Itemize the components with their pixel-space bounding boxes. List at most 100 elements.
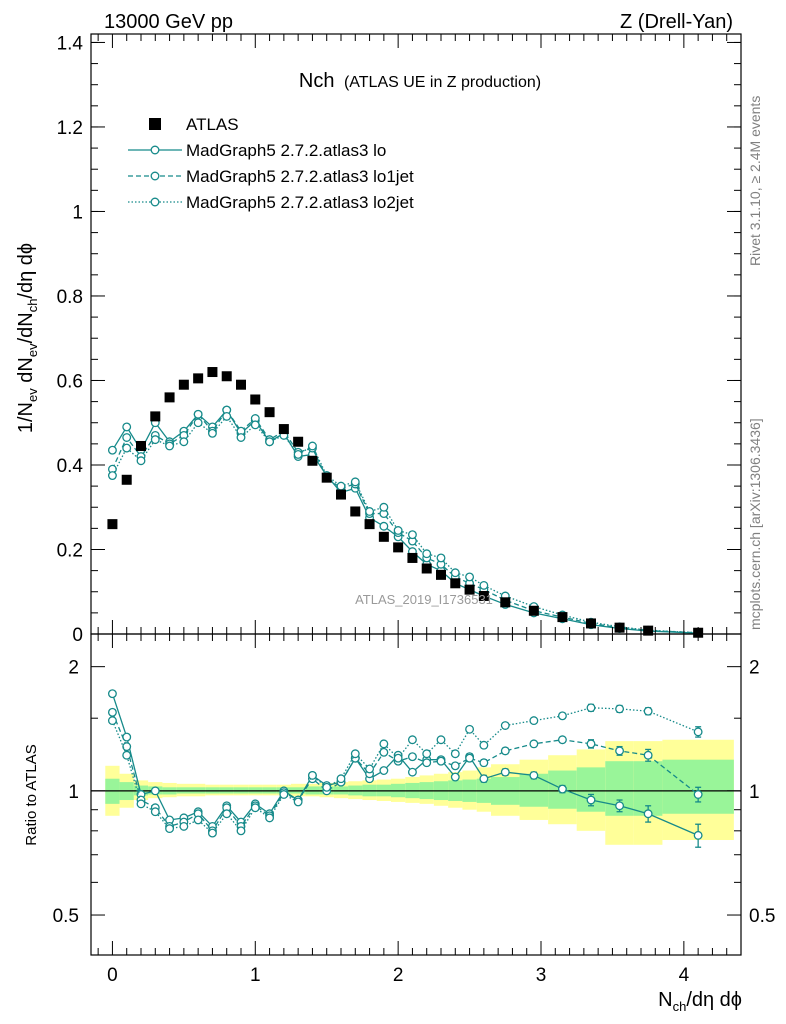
ratio-series-point — [586, 703, 596, 713]
atlas-data-point — [407, 552, 418, 563]
ratio-series-point — [365, 764, 375, 774]
ratio-series-point — [307, 770, 317, 780]
main-series-point — [179, 437, 189, 447]
ratio-series-point — [436, 756, 446, 766]
ratio-series-point — [122, 732, 132, 742]
ratio-y-tick-label-right: 2 — [749, 658, 760, 679]
atlas-data-point — [207, 367, 218, 378]
ratio-series-point — [586, 795, 596, 805]
atlas-data-point — [464, 584, 475, 595]
atlas-data-point — [643, 625, 654, 636]
main-series-point — [422, 549, 432, 559]
main-series-point — [307, 441, 317, 451]
atlas-data-point — [500, 597, 511, 608]
ratio-series-point — [450, 749, 460, 759]
ratio-series-point — [122, 742, 132, 752]
header-left-label: 13000 GeV pp — [104, 11, 233, 33]
atlas-data-point — [557, 612, 568, 623]
ratio-series-point — [293, 797, 303, 807]
ratio-series-point — [407, 735, 417, 745]
main-y-axis-label: 1/Nev dNev/dNch/dη dϕ — [15, 243, 40, 433]
main-series-line-dashed — [111, 408, 699, 634]
ratio-series-point — [643, 706, 653, 716]
legend-label: MadGraph5 2.7.2.atlas3 lo1jet — [186, 167, 414, 186]
atlas-data-point — [236, 379, 246, 390]
atlas-data-point — [350, 506, 361, 517]
mcplots-label: mcplots.cern.ch [arXiv:1306.3436] — [747, 418, 763, 630]
ratio-series-point — [350, 749, 360, 759]
ratio-series-line-dotted — [111, 707, 699, 835]
ratio-uncertainty-bands — [105, 739, 734, 845]
ratio-series-point — [529, 770, 539, 780]
ratio-series-point — [465, 724, 475, 734]
ratio-series-point — [379, 766, 389, 775]
atlas-data-point — [586, 618, 596, 629]
legend-marker-atlas — [149, 118, 161, 130]
main-series-point — [107, 471, 117, 480]
plot-title: Nch (ATLAS UE in Z production) — [299, 70, 541, 92]
atlas-data-point — [107, 519, 118, 530]
ratio-series-point — [422, 749, 432, 759]
main-y-tick-label: 0 — [72, 625, 83, 646]
main-series-point — [436, 553, 446, 563]
legend-label: MadGraph5 2.7.2.atlas3 lo — [186, 141, 386, 160]
ratio-series-point — [107, 689, 117, 699]
ratio-series-point — [643, 809, 653, 819]
atlas-data-point — [164, 392, 175, 403]
atlas-data-point — [478, 590, 489, 601]
atlas-data-point — [393, 542, 404, 553]
main-series-point — [336, 481, 346, 491]
atlas-data-point — [264, 407, 275, 418]
legend: ATLAS MadGraph5 2.7.2.atlas3 lo MadGraph5 … — [128, 115, 414, 212]
ratio-series-point — [107, 707, 117, 717]
atlas-data-point — [193, 373, 204, 384]
atlas-data-point — [614, 622, 625, 633]
ratio-series-point — [422, 758, 432, 768]
main-series-line-dotted — [111, 415, 699, 634]
ratio-series-line-dashed — [111, 712, 699, 832]
ratio-series-point — [479, 758, 489, 768]
ratio-series-point — [479, 740, 489, 750]
ratio-series-point — [265, 813, 275, 823]
main-series-point — [150, 435, 160, 445]
header-right-label: Z (Drell-Yan) — [620, 11, 733, 33]
ratio-series-point — [122, 750, 132, 760]
ratio-series-point — [500, 767, 510, 777]
ratio-series-point — [207, 828, 217, 838]
ratio-series-point — [250, 803, 260, 813]
atlas-data-point — [278, 424, 289, 435]
ratio-series-point — [557, 711, 567, 721]
ratio-series-point — [179, 821, 189, 831]
main-series-point — [393, 526, 403, 535]
ratio-series-point — [529, 716, 539, 726]
main-series-point — [265, 437, 275, 447]
legend-label: MadGraph5 2.7.2.atlas3 lo2jet — [186, 193, 414, 212]
ratio-series-point — [165, 824, 175, 834]
main-series-point — [136, 456, 146, 466]
plot-title-main: Nch — [299, 70, 335, 92]
atlas-data-point — [336, 489, 346, 500]
ratio-series-point — [693, 790, 703, 799]
main-y-tick-label: 0.8 — [57, 287, 83, 308]
main-series-point — [107, 445, 117, 455]
main-series-point — [379, 502, 389, 512]
ratio-series-point — [586, 739, 596, 749]
atlas-data-point — [178, 379, 189, 390]
ratio-series-point — [500, 721, 510, 730]
atlas-data-point — [450, 578, 461, 589]
ratio-series-point — [643, 750, 653, 760]
main-y-tick-label: 0.2 — [57, 540, 83, 561]
main-y-tick-label: 1 — [72, 202, 83, 223]
ratio-plot-frame — [90, 633, 742, 956]
legend-marker-circle — [150, 145, 160, 155]
ratio-series-point — [193, 815, 203, 825]
main-series-point — [236, 433, 246, 442]
legend-label: ATLAS — [186, 115, 239, 134]
main-series-point — [250, 420, 260, 430]
ratio-series-line-solid — [111, 693, 699, 836]
atlas-data-point — [528, 605, 539, 616]
x-tick-label: 2 — [393, 965, 404, 986]
ratio-y-tick-label-left: 1 — [68, 782, 79, 803]
main-y-tick-label: 0.4 — [57, 456, 84, 477]
